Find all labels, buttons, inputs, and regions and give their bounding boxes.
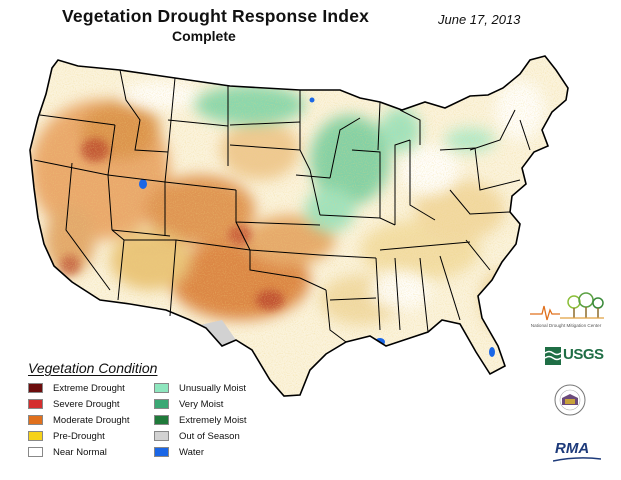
legend-item-very-moist: Very Moist: [154, 396, 247, 412]
legend-swatch: [28, 383, 43, 393]
legend-swatch: [154, 383, 169, 393]
rma-wordmark: RMA: [555, 440, 590, 457]
legend-swatch: [28, 399, 43, 409]
ndmc-name: National Drought Mitigation Center: [530, 323, 602, 328]
legend-swatch: [28, 447, 43, 457]
map-subtitle: Complete: [172, 28, 236, 44]
legend-label: Unusually Moist: [179, 382, 247, 394]
legend-title: Vegetation Condition: [28, 360, 158, 376]
legend-label: Out of Season: [179, 430, 240, 442]
legend-label: Severe Drought: [53, 398, 120, 410]
legend-item-moderate-drought: Moderate Drought: [28, 412, 130, 428]
legend-item-unusually-moist: Unusually Moist: [154, 380, 247, 396]
map-title: Vegetation Drought Response Index: [62, 6, 370, 26]
rma-logo: RMA: [553, 440, 601, 464]
ndmc-logo-text: National Drought Mitigation Center: [528, 323, 604, 328]
usgs-logo: USGS: [545, 346, 605, 366]
rma-swoosh-icon: [553, 457, 601, 462]
legend-item-water: Water: [154, 444, 247, 460]
tree-icon: [530, 292, 604, 321]
legend-swatch: [154, 399, 169, 409]
legend-swatch: [154, 415, 169, 425]
usgs-wave-icon: [545, 347, 561, 365]
legend-item-pre-drought: Pre-Drought: [28, 428, 130, 444]
legend-column-moist: Unusually Moist Very Moist Extremely Moi…: [154, 380, 247, 460]
legend-swatch: [154, 447, 169, 457]
legend-label: Moderate Drought: [53, 414, 130, 426]
legend-label: Near Normal: [53, 446, 107, 458]
legend-item-severe-drought: Severe Drought: [28, 396, 130, 412]
legend-swatch: [28, 415, 43, 425]
legend-swatch: [28, 431, 43, 441]
usgs-wordmark: USGS: [563, 346, 604, 363]
map-date: June 17, 2013: [438, 12, 521, 27]
legend-item-near-normal: Near Normal: [28, 444, 130, 460]
legend-label: Extreme Drought: [53, 382, 125, 394]
ndmc-logo: National Drought Mitigation Center: [528, 292, 604, 334]
legend-swatch: [154, 431, 169, 441]
legend-column-drought: Extreme Drought Severe Drought Moderate …: [28, 380, 130, 460]
legend-label: Very Moist: [179, 398, 224, 410]
legend-label: Extremely Moist: [179, 414, 247, 426]
state-borders: [29, 55, 569, 397]
legend-item-extreme-drought: Extreme Drought: [28, 380, 130, 396]
legend-label: Water: [179, 446, 204, 458]
legend-label: Pre-Drought: [53, 430, 105, 442]
usda-seal-icon: [553, 383, 587, 417]
legend-item-extremely-moist: Extremely Moist: [154, 412, 247, 428]
legend-item-out-of-season: Out of Season: [154, 428, 247, 444]
